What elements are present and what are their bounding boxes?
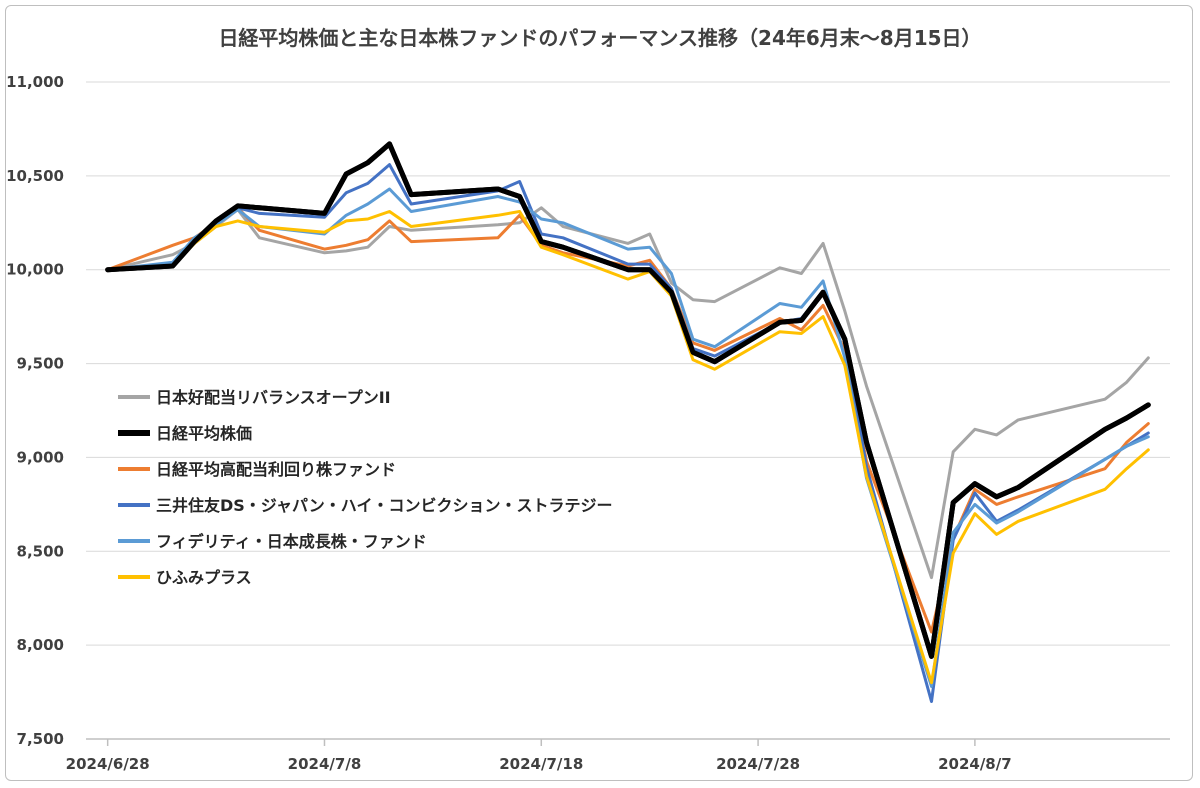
x-tick-label: 2024/8/7 [938, 755, 1012, 773]
series-lines [105, 141, 1151, 703]
legend-item: フィデリティ・日本成長株・ファンド [118, 532, 427, 551]
chart-frame [5, 5, 1193, 781]
chart-title: 日経平均株価と主な日本株ファンドのパフォーマンス推移（24年6月末～8月15日） [218, 26, 981, 50]
legend-item: 日経平均株価 [118, 424, 252, 443]
legend-item: ひふみプラス [118, 568, 252, 587]
gridlines [86, 81, 1170, 646]
x-tick-label: 2024/6/28 [66, 755, 150, 773]
y-tick-label: 11,000 [6, 73, 64, 91]
y-tick-label: 10,500 [6, 167, 64, 185]
legend-label: 日本好配当リバランスオープンII [156, 388, 391, 407]
y-tick-label: 7,500 [17, 730, 64, 748]
legend-item: 日経平均高配当利回り株ファンド [118, 460, 396, 479]
y-tick-label: 8,500 [17, 542, 64, 560]
y-tick-label: 10,000 [6, 261, 64, 279]
x-tick-label: 2024/7/18 [499, 755, 583, 773]
legend-item: 日本好配当リバランスオープンII [118, 388, 391, 407]
legend-label: 日経平均株価 [156, 424, 252, 443]
legend: 日本好配当リバランスオープンII 日経平均株価日経平均高配当利回り株ファンド三井住… [118, 388, 613, 587]
series-line-4 [106, 163, 1150, 703]
series-line-1 [106, 206, 1150, 580]
series-line-6 [106, 210, 1150, 685]
legend-label: ひふみプラス [156, 568, 252, 587]
legend-label: 日経平均高配当利回り株ファンド [156, 460, 396, 479]
y-tick-label: 9,500 [17, 355, 64, 373]
y-tick-label: 9,000 [17, 448, 64, 466]
series-line-2-top [105, 141, 1151, 659]
x-tick-label: 2024/7/28 [716, 755, 800, 773]
legend-label: フィデリティ・日本成長株・ファンド [156, 532, 427, 551]
x-axis: 2024/6/28 2024/7/8 2024/7/18 2024/7/28 2024/… [66, 738, 1170, 773]
legend-item: 三井住友DS・ジャパン・ハイ・コンビクション・ストラテジー [118, 496, 613, 515]
legend-label: 三井住友DS・ジャパン・ハイ・コンビクション・ストラテジー [156, 496, 613, 515]
y-tick-label: 8,000 [17, 636, 64, 654]
x-tick-label: 2024/7/8 [288, 755, 362, 773]
y-axis-ticks: 7,500 8,000 8,500 9,000 9,500 10,000 10,500 11,… [6, 73, 64, 748]
